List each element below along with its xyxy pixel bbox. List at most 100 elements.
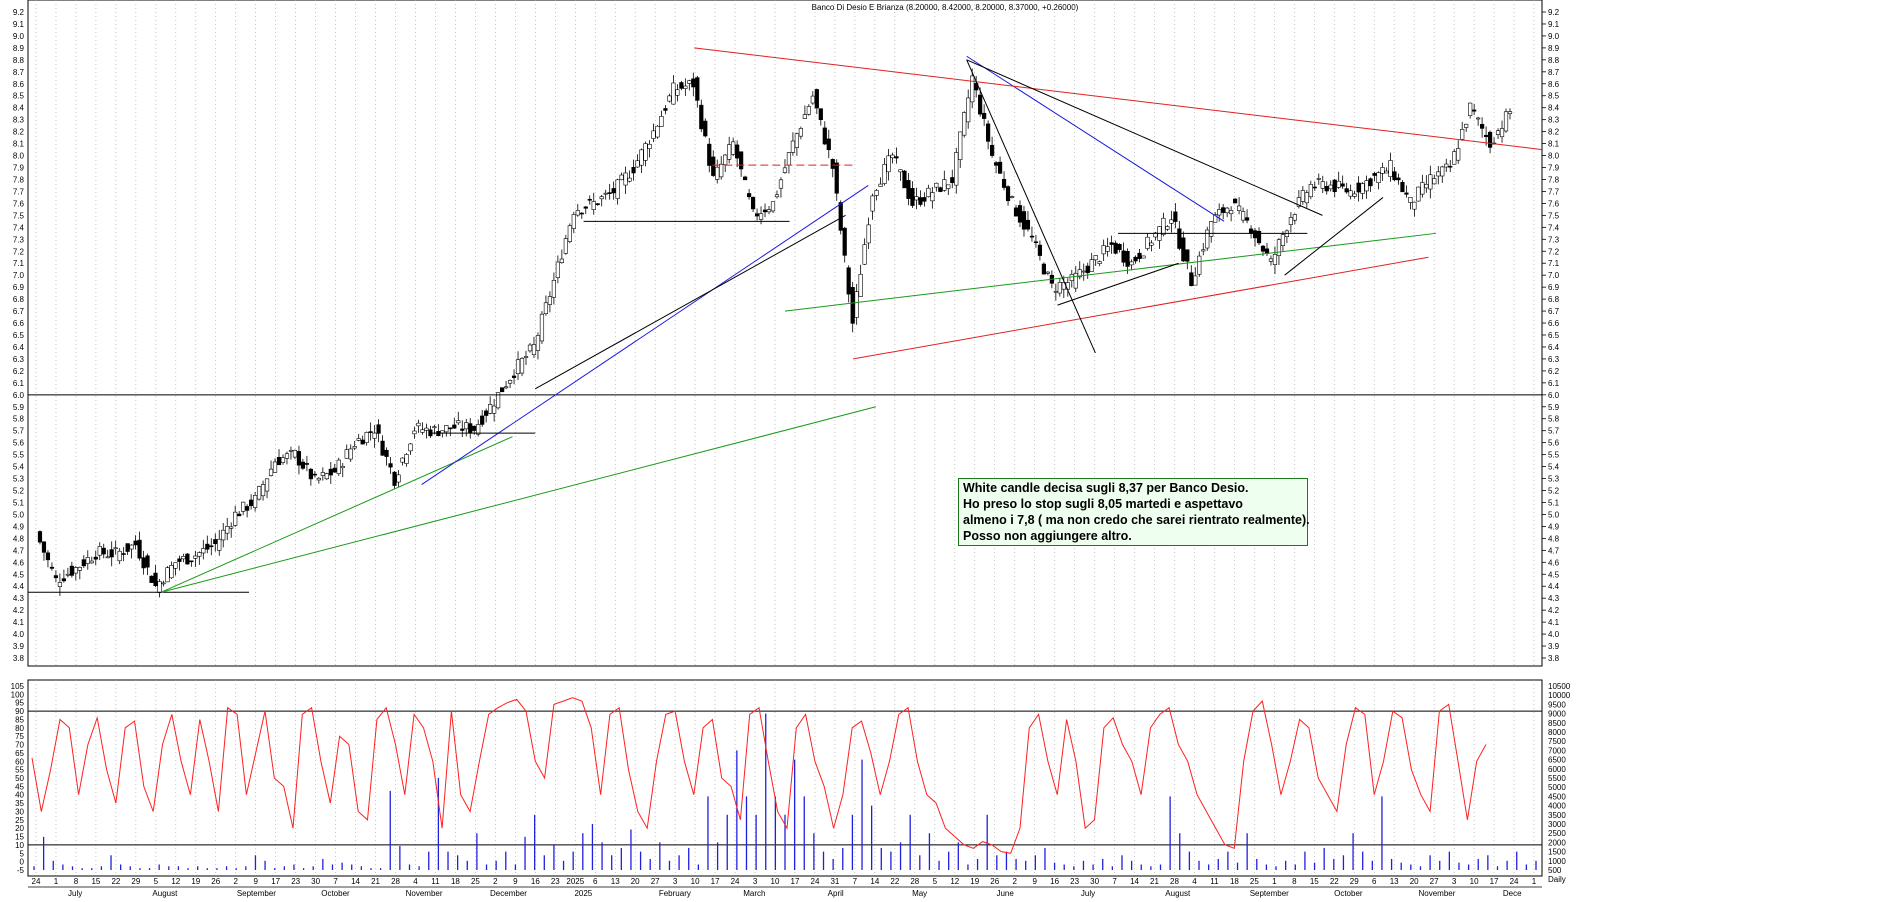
candle-body xyxy=(1041,263,1046,275)
candle-body xyxy=(1444,163,1449,168)
price-tick-label: 5.8 xyxy=(1548,415,1560,424)
candle-body xyxy=(484,410,489,416)
candle-body xyxy=(105,556,110,559)
date-tick-label: 7 xyxy=(1112,877,1117,886)
date-tick-label: 11 xyxy=(431,877,440,886)
price-tick-label: 4.4 xyxy=(1548,582,1560,591)
price-tick-label-left: 3.8 xyxy=(13,654,25,663)
candle-body xyxy=(571,214,576,229)
candle-body xyxy=(1408,196,1413,203)
candle-body xyxy=(1276,239,1282,256)
candle-body xyxy=(978,94,983,115)
date-tick-label: 29 xyxy=(1350,877,1359,886)
oscillator-tick-label: 60 xyxy=(15,757,24,766)
candle-body xyxy=(1233,198,1238,204)
candle-body xyxy=(607,192,612,194)
price-tick-label: 5.5 xyxy=(1548,451,1560,460)
price-tick-label: 5.6 xyxy=(1548,439,1560,448)
month-label: October xyxy=(1334,889,1363,898)
candle-body xyxy=(253,495,258,508)
price-tick-label: 9.1 xyxy=(1548,20,1560,29)
price-tick-label-left: 8.8 xyxy=(13,56,25,65)
candle-body xyxy=(507,380,513,384)
date-tick-label: 13 xyxy=(1390,877,1399,886)
oscillator-tick-label: 75 xyxy=(15,732,24,741)
month-label: November xyxy=(1419,889,1456,898)
volume-tick-label: 2000 xyxy=(1548,838,1566,847)
volume-tick-label: 6000 xyxy=(1548,765,1566,774)
date-tick-label: 20 xyxy=(1410,877,1419,886)
date-tick-label: 25 xyxy=(1250,877,1259,886)
volume-tick-label: 10500 xyxy=(1548,682,1571,691)
candle-body xyxy=(850,287,855,324)
candle-body xyxy=(826,138,831,151)
price-tick-label: 8.7 xyxy=(1548,68,1560,77)
candle-body xyxy=(1368,178,1373,187)
date-tick-label: 24 xyxy=(1510,877,1519,886)
date-tick-label: 2025 xyxy=(566,877,584,886)
date-tick-label: 23 xyxy=(1070,877,1079,886)
indicator-axis: 1051009590858075706560555045403530252015… xyxy=(11,682,1571,875)
candle-body xyxy=(1364,180,1369,192)
candle-body xyxy=(1476,117,1481,120)
candle-body xyxy=(1089,259,1094,272)
candle-body xyxy=(328,468,333,476)
candle-body xyxy=(284,453,290,459)
date-tick-label: 22 xyxy=(1330,877,1339,886)
candle-body xyxy=(1129,261,1134,266)
oscillator-tick-label: 85 xyxy=(15,715,24,724)
date-tick-label: 14 xyxy=(1130,877,1139,886)
candle-body xyxy=(1137,252,1142,259)
candle-body xyxy=(547,296,553,305)
candle-body xyxy=(1288,217,1293,225)
candle-body xyxy=(902,170,907,189)
volume-tick-label: 3500 xyxy=(1548,811,1566,820)
candle-body xyxy=(691,78,696,88)
candle-body xyxy=(41,541,47,553)
candle-body xyxy=(1376,172,1381,184)
candle-body xyxy=(898,169,903,173)
volume-tick-label: 2500 xyxy=(1548,829,1566,838)
candle-body xyxy=(1452,151,1457,165)
price-tick-label-left: 4.4 xyxy=(13,582,25,591)
candle-body xyxy=(1165,226,1170,230)
trend-line-black-2 xyxy=(966,59,1096,354)
candle-body xyxy=(213,539,218,545)
candle-body xyxy=(408,443,413,452)
oscillator-tick-label: 40 xyxy=(15,791,24,800)
date-tick-label: 2 xyxy=(1012,877,1017,886)
trend-line-black-4 xyxy=(1284,197,1384,276)
price-tick-label-left: 8.2 xyxy=(13,128,25,137)
price-tick-label-left: 8.9 xyxy=(13,44,25,53)
price-tick-label: 6.9 xyxy=(1548,283,1560,292)
candle-body xyxy=(1237,205,1242,211)
price-tick-label-left: 5.1 xyxy=(13,498,25,507)
date-tick-label: 1 xyxy=(1532,877,1537,886)
candle-body xyxy=(1085,265,1090,274)
indicator-panel-frame xyxy=(27,679,1543,877)
candle-body xyxy=(1460,128,1465,140)
candle-body xyxy=(1229,210,1234,215)
price-tick-label: 8.8 xyxy=(1548,56,1560,65)
oscillator-tick-label: 35 xyxy=(15,799,24,808)
date-tick-label: 8 xyxy=(74,877,79,886)
candle-body xyxy=(683,85,688,89)
candle-body xyxy=(1244,217,1250,221)
candle-body xyxy=(950,177,955,184)
date-tick-label: 1 xyxy=(1272,877,1277,886)
price-tick-label-left: 7.7 xyxy=(13,187,25,196)
price-tick-label: 4.3 xyxy=(1548,594,1560,603)
candle-body xyxy=(743,176,748,181)
candle-body xyxy=(866,224,871,244)
volume-tick-label: 5500 xyxy=(1548,774,1566,783)
price-tick-label: 7.6 xyxy=(1548,199,1560,208)
price-tick-label: 5.0 xyxy=(1548,510,1560,519)
candle-body xyxy=(862,244,867,265)
candle-body xyxy=(448,427,453,430)
candle-body xyxy=(1372,173,1377,176)
candle-body xyxy=(1272,254,1278,265)
price-tick-label-left: 6.5 xyxy=(13,331,25,340)
candle-body xyxy=(870,195,875,212)
price-tick-label-left: 4.2 xyxy=(13,606,25,615)
candle-body xyxy=(926,187,931,198)
